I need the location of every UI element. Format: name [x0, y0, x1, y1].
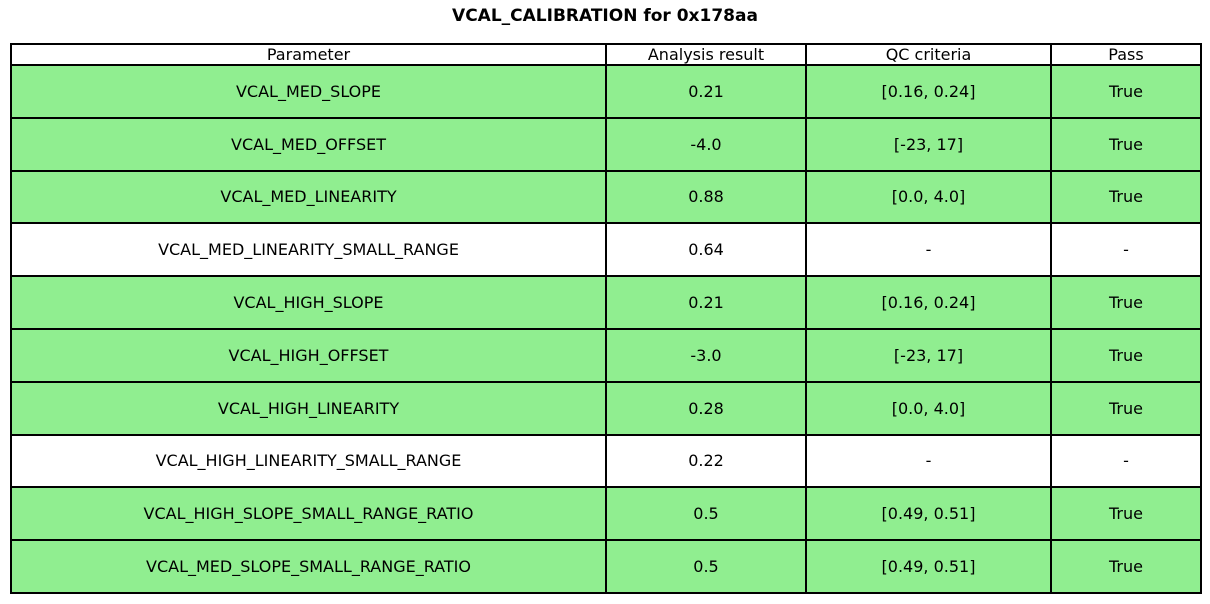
column-header-pass: Pass: [1050, 43, 1202, 66]
table-row: VCAL_MED_SLOPE 0.21 [0.16, 0.24] True: [10, 64, 1202, 119]
cell-pass: True: [1050, 169, 1202, 225]
figure-title: VCAL_CALIBRATION for 0x178aa: [452, 6, 758, 26]
cell-parameter: VCAL_HIGH_SLOPE: [10, 275, 607, 330]
cell-qc-criteria: [0.0, 4.0]: [805, 380, 1052, 436]
cell-qc-criteria: -: [805, 222, 1052, 278]
cell-parameter: VCAL_HIGH_LINEARITY: [10, 380, 607, 436]
column-header-analysis-result: Analysis result: [605, 43, 807, 66]
table-row: VCAL_MED_SLOPE_SMALL_RANGE_RATIO 0.5 [0.…: [10, 539, 1202, 594]
cell-parameter: VCAL_MED_SLOPE_SMALL_RANGE_RATIO: [10, 539, 607, 594]
cell-pass: -: [1050, 433, 1202, 489]
cell-parameter: VCAL_MED_SLOPE: [10, 64, 607, 119]
cell-parameter: VCAL_MED_LINEARITY: [10, 169, 607, 225]
cell-qc-criteria: [0.0, 4.0]: [805, 169, 1052, 225]
cell-qc-criteria: [0.49, 0.51]: [805, 486, 1052, 542]
cell-analysis-result: 0.64: [605, 222, 807, 278]
cell-qc-criteria: [0.16, 0.24]: [805, 275, 1052, 330]
cell-analysis-result: -4.0: [605, 116, 807, 172]
table-row: VCAL_HIGH_OFFSET -3.0 [-23, 17] True: [10, 327, 1202, 383]
cell-pass: True: [1050, 380, 1202, 436]
cell-pass: True: [1050, 486, 1202, 542]
table-row: VCAL_HIGH_LINEARITY 0.28 [0.0, 4.0] True: [10, 380, 1202, 436]
cell-pass: True: [1050, 327, 1202, 383]
cell-analysis-result: 0.21: [605, 275, 807, 330]
table-row: VCAL_HIGH_SLOPE 0.21 [0.16, 0.24] True: [10, 275, 1202, 330]
cell-analysis-result: 0.22: [605, 433, 807, 489]
cell-parameter: VCAL_HIGH_SLOPE_SMALL_RANGE_RATIO: [10, 486, 607, 542]
cell-analysis-result: 0.28: [605, 380, 807, 436]
table-row: VCAL_MED_LINEARITY 0.88 [0.0, 4.0] True: [10, 169, 1202, 225]
cell-parameter: VCAL_HIGH_LINEARITY_SMALL_RANGE: [10, 433, 607, 489]
cell-pass: True: [1050, 539, 1202, 594]
column-header-parameter: Parameter: [10, 43, 607, 66]
cell-analysis-result: 0.5: [605, 539, 807, 594]
table-row: VCAL_MED_LINEARITY_SMALL_RANGE 0.64 - -: [10, 222, 1202, 278]
table-row: VCAL_HIGH_SLOPE_SMALL_RANGE_RATIO 0.5 [0…: [10, 486, 1202, 542]
cell-pass: -: [1050, 222, 1202, 278]
table-row: VCAL_HIGH_LINEARITY_SMALL_RANGE 0.22 - -: [10, 433, 1202, 489]
table-row: VCAL_MED_OFFSET -4.0 [-23, 17] True: [10, 116, 1202, 172]
column-header-qc-criteria: QC criteria: [805, 43, 1052, 66]
cell-parameter: VCAL_MED_LINEARITY_SMALL_RANGE: [10, 222, 607, 278]
cell-parameter: VCAL_MED_OFFSET: [10, 116, 607, 172]
cell-qc-criteria: -: [805, 433, 1052, 489]
cell-analysis-result: 0.88: [605, 169, 807, 225]
cell-analysis-result: -3.0: [605, 327, 807, 383]
cell-qc-criteria: [-23, 17]: [805, 116, 1052, 172]
cell-analysis-result: 0.5: [605, 486, 807, 542]
cell-pass: True: [1050, 275, 1202, 330]
cell-pass: True: [1050, 116, 1202, 172]
cell-pass: True: [1050, 64, 1202, 119]
cell-qc-criteria: [0.16, 0.24]: [805, 64, 1052, 119]
qc-results-table: Parameter Analysis result QC criteria Pa…: [10, 43, 1202, 594]
cell-analysis-result: 0.21: [605, 64, 807, 119]
table-header-row: Parameter Analysis result QC criteria Pa…: [10, 43, 1202, 66]
cell-parameter: VCAL_HIGH_OFFSET: [10, 327, 607, 383]
cell-qc-criteria: [-23, 17]: [805, 327, 1052, 383]
cell-qc-criteria: [0.49, 0.51]: [805, 539, 1052, 594]
